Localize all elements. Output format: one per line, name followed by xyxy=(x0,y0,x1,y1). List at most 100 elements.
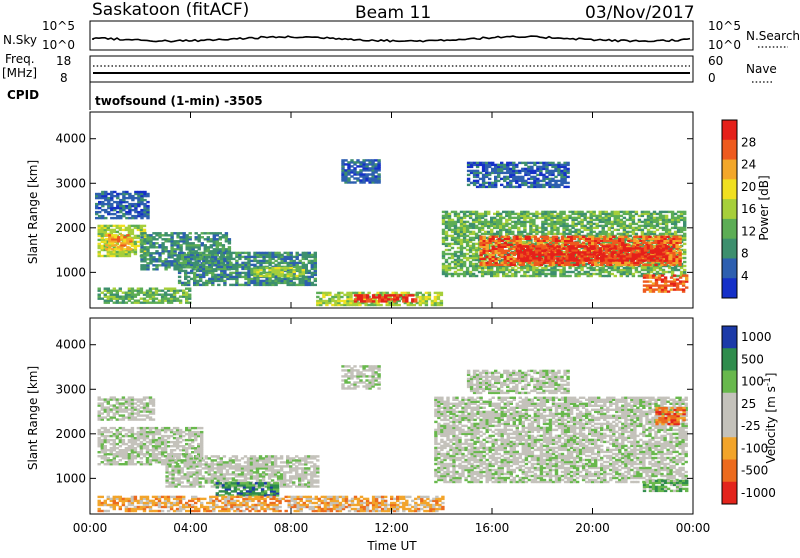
heatmap-cell xyxy=(577,229,580,231)
heatmap-cell xyxy=(296,284,299,286)
heatmap-cell xyxy=(347,177,350,179)
heatmap-cell xyxy=(146,205,149,207)
heatmap-cell xyxy=(679,276,682,278)
heatmap-cell xyxy=(599,257,602,259)
heatmap-cell xyxy=(678,250,681,252)
heatmap-cell xyxy=(670,280,673,282)
heatmap-cell xyxy=(199,274,202,276)
heatmap-cell xyxy=(229,252,232,254)
heatmap-cell xyxy=(411,298,414,300)
heatmap-cell xyxy=(651,262,654,264)
heatmap-cell xyxy=(95,193,98,195)
heatmap-cell xyxy=(653,217,656,219)
heatmap-cell xyxy=(226,262,229,264)
heatmap-cell xyxy=(379,304,382,306)
heatmap-cell xyxy=(161,260,164,262)
heatmap-cell xyxy=(507,264,510,266)
heatmap-cell xyxy=(437,302,440,304)
heatmap-cell xyxy=(547,231,550,233)
heatmap-cell xyxy=(523,257,526,259)
heatmap-cell xyxy=(483,236,486,238)
heatmap-cell xyxy=(205,254,208,256)
heatmap-cell xyxy=(167,298,170,300)
nave-tick-bottom: 0 xyxy=(708,71,716,85)
heatmap-cell xyxy=(445,211,448,213)
heatmap-cell xyxy=(674,213,677,215)
heatmap-cell xyxy=(379,292,382,294)
heatmap-cell xyxy=(646,284,649,286)
heatmap-cell xyxy=(341,173,344,175)
heatmap-cell xyxy=(280,254,283,256)
heatmap-cell xyxy=(190,270,193,272)
heatmap-cell xyxy=(641,211,644,213)
heatmap-cell xyxy=(593,227,596,229)
heatmap-cell xyxy=(562,247,565,249)
heatmap-cell xyxy=(119,288,122,290)
heatmap-cell xyxy=(574,247,577,249)
heatmap-cell xyxy=(611,259,614,261)
heatmap-cell xyxy=(454,271,457,273)
heatmap-cell xyxy=(659,259,662,261)
heatmap-cell xyxy=(287,252,290,254)
heatmap-cell xyxy=(514,269,517,271)
heatmap-cell xyxy=(296,267,299,269)
heatmap-cell xyxy=(105,234,108,236)
heatmap-cell xyxy=(98,193,101,195)
heatmap-cell xyxy=(679,288,682,290)
heatmap-cell xyxy=(143,199,146,201)
heatmap-cell xyxy=(202,282,205,284)
heatmap-cell xyxy=(517,251,520,253)
heatmap-cell xyxy=(537,238,540,240)
heatmap-cell xyxy=(204,232,207,234)
heatmap-cell xyxy=(134,247,137,249)
heatmap-cell xyxy=(241,262,244,264)
heatmap-cell xyxy=(451,211,454,213)
heatmap-cell xyxy=(553,247,556,249)
heatmap-cell xyxy=(498,264,501,266)
heatmap-cell xyxy=(633,236,636,238)
heatmap-cell xyxy=(629,253,632,255)
heatmap-cell xyxy=(193,252,196,254)
heatmap-cell xyxy=(495,240,498,242)
heatmap-cell xyxy=(98,195,101,197)
heatmap-cell xyxy=(219,248,222,250)
heatmap-cell xyxy=(155,264,158,266)
heatmap-cell xyxy=(552,236,555,238)
heatmap-cell xyxy=(114,244,117,246)
heatmap-cell xyxy=(549,242,552,244)
heatmap-cell xyxy=(510,252,513,254)
heatmap-cell xyxy=(319,292,322,294)
heatmap-cell xyxy=(119,215,122,217)
heatmap-cell xyxy=(492,264,495,266)
heatmap-cell xyxy=(325,300,328,302)
heatmap-cell xyxy=(587,271,590,273)
heatmap-cell xyxy=(451,243,454,245)
heatmap-cell xyxy=(605,231,608,233)
heatmap-cell xyxy=(448,235,451,237)
heatmap-cell xyxy=(580,211,583,213)
heatmap-cell xyxy=(253,252,256,254)
heatmap-cell xyxy=(504,236,507,238)
heatmap-cell xyxy=(256,260,259,262)
heatmap-cell xyxy=(137,191,140,193)
heatmap-cell xyxy=(149,234,152,236)
heatmap-cell xyxy=(199,252,202,254)
heatmap-cell xyxy=(134,191,137,193)
heatmap-cell xyxy=(125,302,128,304)
heatmap-cell xyxy=(178,270,181,272)
heatmap-cell xyxy=(571,231,574,233)
heatmap-cell xyxy=(683,265,686,267)
heatmap-cell xyxy=(538,227,541,229)
heatmap-cell xyxy=(663,236,666,238)
heatmap-cell xyxy=(125,197,128,199)
heatmap-cell xyxy=(580,231,583,233)
heatmap-cell xyxy=(125,292,128,294)
heatmap-cell xyxy=(587,211,590,213)
heatmap-cell xyxy=(593,273,596,275)
heatmap-cell xyxy=(501,244,504,246)
heatmap-cell xyxy=(511,211,514,213)
heatmap-cell xyxy=(469,237,472,239)
heatmap-cell xyxy=(110,217,113,219)
heatmap-cell xyxy=(181,252,184,254)
heatmap-cell xyxy=(635,227,638,229)
